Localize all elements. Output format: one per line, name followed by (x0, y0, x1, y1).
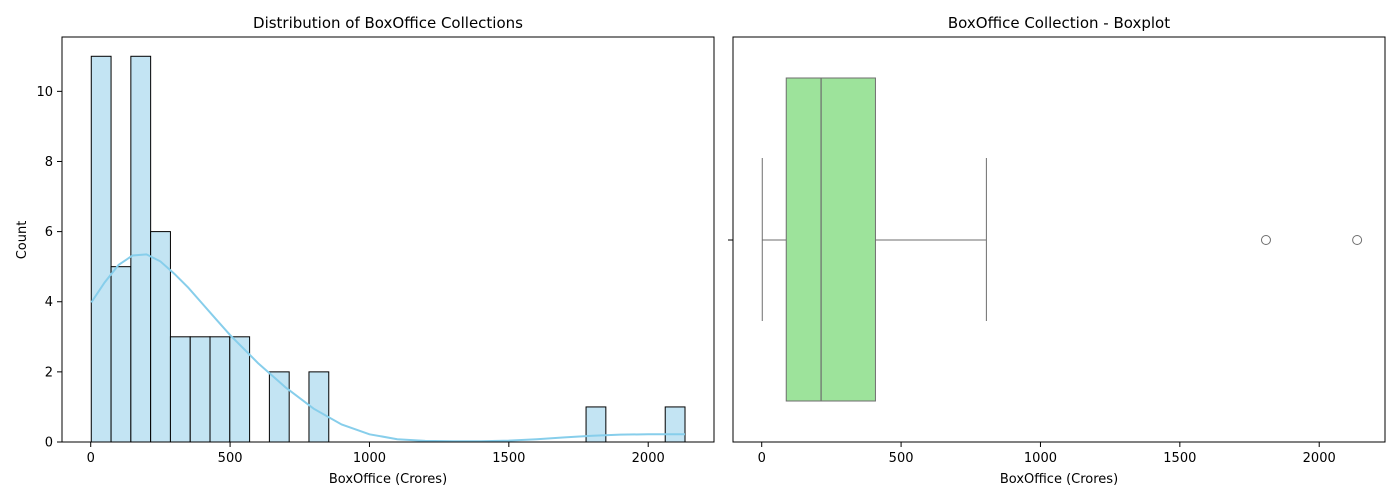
y-tick-label: 10 (36, 85, 53, 100)
x-tick-label: 0 (87, 451, 95, 466)
histogram-bar (90, 55, 112, 443)
histogram-title: Distribution of BoxOffice Collections (253, 14, 523, 32)
iqr-box (785, 77, 876, 402)
histogram-bar (169, 336, 191, 443)
x-tick-label: 500 (889, 451, 914, 466)
y-tick-label: 2 (45, 365, 53, 380)
x-tick-label: 1500 (1163, 451, 1196, 466)
x-tick-label: 500 (218, 451, 243, 466)
outlier-point (1260, 235, 1271, 245)
y-tick-label: 0 (45, 436, 53, 451)
x-tick-label: 0 (758, 451, 766, 466)
kde-curve (90, 253, 685, 443)
histogram-y-ticks: 0 2 4 6 8 10 (36, 85, 62, 451)
boxplot-x-ticks: 0 500 1000 1500 2000 (758, 442, 1336, 466)
x-tick-label: 2000 (1303, 451, 1336, 466)
histogram-bar (110, 266, 132, 443)
y-tick-label: 6 (45, 225, 53, 240)
x-tick-label: 2000 (632, 451, 665, 466)
y-tick-label: 8 (45, 155, 53, 170)
histogram-bar (130, 55, 152, 443)
histogram-plot-frame (61, 36, 715, 443)
histogram-bar (664, 406, 686, 443)
histogram-bar (209, 336, 231, 443)
histogram-bars (90, 55, 686, 443)
histogram-chart: Distribution of BoxOffice Collections 0 5… (15, 14, 715, 487)
x-tick-label: 1500 (492, 451, 525, 466)
histogram-y-axis-label: Count (15, 221, 30, 260)
histogram-bar (189, 336, 211, 443)
histogram-x-ticks: 0 500 1000 1500 2000 (87, 442, 665, 466)
boxplot-x-axis-label: BoxOffice (Crores) (1000, 472, 1118, 487)
boxplot-elements (761, 77, 1363, 402)
outlier-point (1352, 235, 1363, 245)
histogram-bar (150, 231, 171, 443)
x-tick-label: 1000 (353, 451, 386, 466)
boxplot-title: BoxOffice Collection - Boxplot (948, 14, 1170, 32)
y-tick-label: 4 (45, 295, 53, 310)
boxplot-chart: BoxOffice Collection - Boxplot 0 500 1000 1… (728, 14, 1386, 487)
histogram-x-axis-label: BoxOffice (Crores) (329, 472, 447, 487)
x-tick-label: 1000 (1024, 451, 1057, 466)
